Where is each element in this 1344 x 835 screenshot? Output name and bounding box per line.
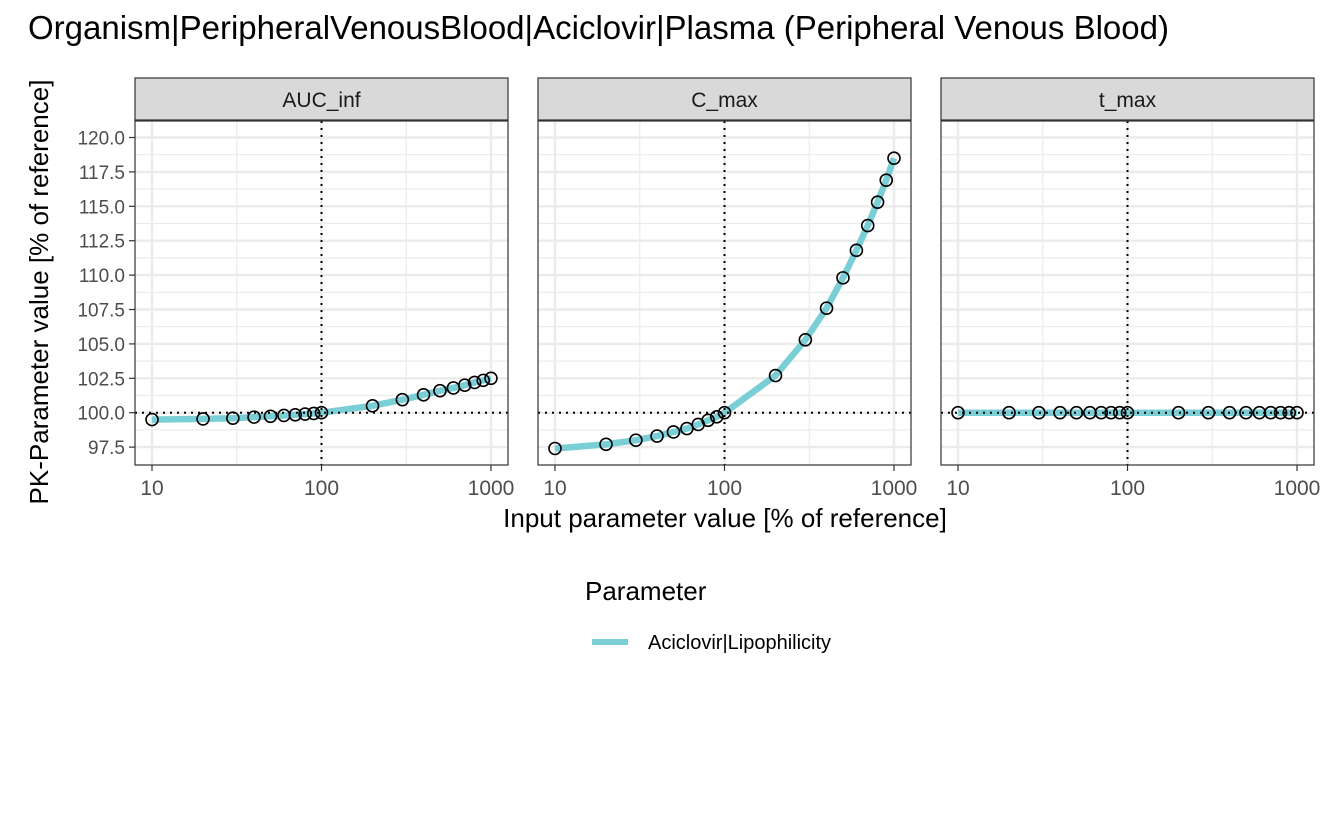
x-tick-label: 10 bbox=[543, 477, 566, 500]
data-point bbox=[288, 407, 303, 422]
data-point bbox=[798, 332, 813, 347]
data-point bbox=[247, 410, 261, 424]
data-point bbox=[860, 218, 875, 233]
chart-title: Organism|PeripheralVenousBlood|Aciclovir… bbox=[28, 9, 1169, 46]
data-point bbox=[629, 433, 643, 448]
data-point bbox=[701, 413, 715, 428]
y-tick-label: 107.5 bbox=[77, 301, 125, 322]
data-point bbox=[819, 301, 834, 315]
x-tick-label: 10 bbox=[946, 477, 969, 500]
facet-panel-c-max: C_max 10 100 1000 bbox=[537, 77, 918, 500]
data-point bbox=[306, 406, 321, 421]
y-tick-label: 100.0 bbox=[77, 404, 125, 425]
data-point bbox=[314, 405, 329, 420]
data-point bbox=[1171, 405, 1186, 420]
data-point bbox=[548, 441, 562, 456]
y-tick-label: 102.5 bbox=[77, 369, 125, 390]
series-line bbox=[151, 375, 492, 423]
y-tick-label: 112.5 bbox=[79, 232, 125, 253]
data-point bbox=[1273, 405, 1288, 420]
data-point bbox=[1053, 405, 1067, 420]
series-line bbox=[554, 157, 898, 452]
x-tick-label: 100 bbox=[304, 477, 339, 500]
data-point bbox=[836, 271, 850, 285]
data-point bbox=[768, 368, 783, 383]
y-tick-label: 117.5 bbox=[79, 163, 125, 184]
facet-panel-t-max: t_max 10 100 1000 bbox=[940, 77, 1321, 500]
facet-strip-label: AUC_inf bbox=[282, 89, 360, 112]
data-point bbox=[298, 407, 312, 421]
data-point bbox=[1282, 405, 1297, 420]
data-point bbox=[196, 412, 210, 426]
data-point bbox=[1222, 405, 1237, 420]
facet-strip bbox=[537, 77, 912, 121]
data-point bbox=[1201, 405, 1216, 420]
y-tick-label: 110.0 bbox=[79, 266, 125, 287]
data-point bbox=[1112, 405, 1127, 420]
data-point bbox=[599, 437, 613, 452]
data-point bbox=[263, 409, 278, 424]
data-point bbox=[484, 371, 498, 386]
data-point bbox=[879, 173, 894, 187]
y-tick-label: 120.0 bbox=[77, 129, 125, 150]
x-tick-label: 100 bbox=[707, 477, 742, 500]
data-point bbox=[709, 410, 724, 424]
facet-strip-label: C_max bbox=[691, 89, 758, 112]
legend-entry: Aciclovir|Lipophilicity bbox=[648, 632, 831, 654]
data-point bbox=[467, 375, 482, 390]
x-axis-label: Input parameter value [% of reference] bbox=[503, 503, 947, 533]
facet-strip-label: t_max bbox=[1099, 89, 1157, 112]
y-tick-label: 105.0 bbox=[77, 335, 125, 356]
facet-panels: AUC_inf 10 100 1000 97.5 100.0 102.5 105.0 107.5… bbox=[77, 77, 1321, 500]
facet-panel-auc-inf: AUC_inf 10 100 1000 97.5 100.0 102.5 105.0 107.5… bbox=[77, 77, 515, 500]
facet-strip bbox=[134, 77, 509, 121]
data-point bbox=[416, 388, 431, 402]
data-point bbox=[226, 411, 240, 426]
data-point bbox=[1069, 405, 1084, 420]
x-tick-label: 1000 bbox=[1274, 477, 1321, 500]
data-point bbox=[1290, 405, 1304, 420]
data-point bbox=[849, 243, 864, 258]
y-tick-label: 115.0 bbox=[79, 197, 125, 218]
y-tick-label: 97.5 bbox=[88, 438, 125, 459]
data-point bbox=[1002, 405, 1016, 420]
data-point bbox=[717, 405, 732, 420]
data-point bbox=[365, 399, 380, 413]
y-axis-label: PK-Parameter value [% of reference] bbox=[24, 80, 54, 505]
data-point bbox=[870, 195, 885, 209]
data-point bbox=[476, 373, 491, 388]
x-tick-label: 100 bbox=[1110, 477, 1145, 500]
legend-title: Parameter bbox=[585, 576, 707, 606]
data-point bbox=[1104, 405, 1118, 420]
data-point bbox=[951, 405, 965, 420]
x-tick-label: 10 bbox=[140, 477, 163, 500]
data-point bbox=[457, 378, 472, 392]
data-point bbox=[145, 412, 159, 427]
data-point bbox=[433, 383, 447, 398]
data-point bbox=[887, 151, 901, 165]
data-point bbox=[1120, 405, 1135, 420]
data-point bbox=[1263, 405, 1278, 420]
data-point bbox=[1239, 405, 1253, 420]
legend: Parameter Aciclovir|Lipophilicity bbox=[585, 576, 831, 654]
data-point bbox=[1094, 405, 1109, 420]
data-point bbox=[395, 392, 410, 407]
data-point bbox=[666, 425, 681, 439]
data-point bbox=[1032, 405, 1046, 420]
data-point bbox=[650, 429, 664, 443]
x-tick-label: 1000 bbox=[468, 477, 515, 500]
x-tick-label: 1000 bbox=[871, 477, 918, 500]
facet-strip bbox=[940, 77, 1315, 121]
